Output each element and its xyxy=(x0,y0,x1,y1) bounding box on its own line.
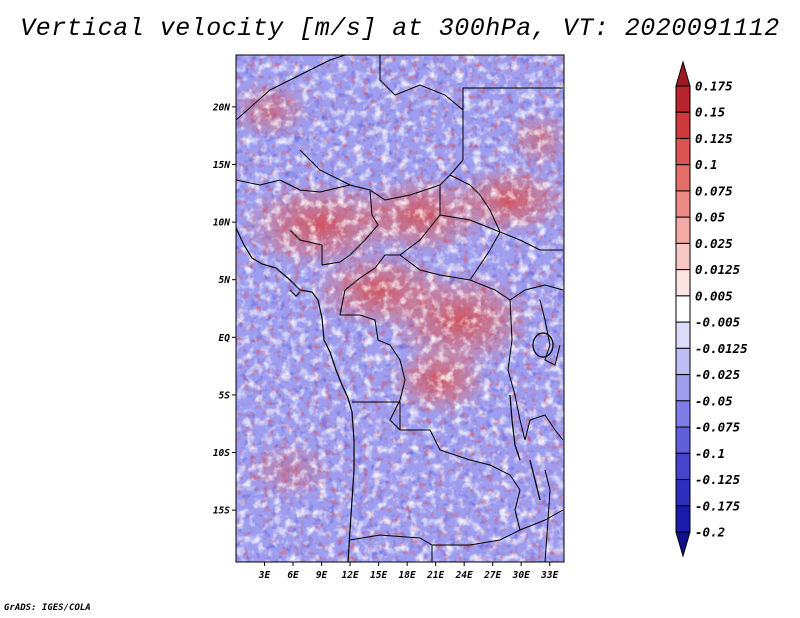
colorbar-label: -0.125 xyxy=(695,472,741,487)
colorbar-segment xyxy=(675,111,691,139)
colorbar-label: -0.05 xyxy=(695,393,733,408)
lat-tick-label: 5S xyxy=(219,390,231,401)
colorbar-segment xyxy=(675,295,691,323)
lakes xyxy=(289,289,554,501)
colorbar-label: 0.0125 xyxy=(695,262,741,277)
colorbar-label: 0.025 xyxy=(695,236,733,251)
country-borders xyxy=(236,55,564,562)
colorbar-label: -0.2 xyxy=(695,525,725,540)
colorbar-segment xyxy=(675,216,691,244)
colorbar-segment xyxy=(675,242,691,271)
lon-tick-label: 6E xyxy=(287,570,299,581)
colorbar-label: 0.1 xyxy=(695,157,718,172)
colorbar-label: 0.075 xyxy=(695,183,733,198)
colorbar-segment xyxy=(675,60,691,87)
lon-tick-label: 30E xyxy=(512,570,530,581)
lon-tick-label: 21E xyxy=(426,570,444,581)
border-sahara xyxy=(236,55,346,121)
colorbar-label: -0.1 xyxy=(695,446,725,461)
colorbar-label: -0.075 xyxy=(695,420,741,435)
colorbar-segment xyxy=(675,531,691,558)
colorbar-label: 0.05 xyxy=(695,210,726,225)
colorbar-segment xyxy=(675,347,691,376)
colorbar-label: -0.025 xyxy=(695,367,741,382)
lon-tick-label: 12E xyxy=(342,570,359,581)
grads-credit: GrADS: IGES/COLA xyxy=(4,603,91,613)
velocity-field xyxy=(236,55,564,562)
lat-tick-label: 20N xyxy=(212,102,230,113)
colorbar-segment xyxy=(675,400,691,428)
colorbar-segment xyxy=(675,452,691,481)
lon-tick-label: 9E xyxy=(316,570,328,581)
lon-tick-label: 3E xyxy=(258,570,271,581)
coastline-west-africa xyxy=(236,227,355,562)
lon-tick-label: 18E xyxy=(399,570,416,581)
lat-tick-label: 15S xyxy=(213,506,230,517)
lat-tick-label: 5N xyxy=(219,275,231,286)
colorbar-segment xyxy=(675,374,691,402)
colorbar-label: 0.005 xyxy=(695,288,733,303)
colorbar-segment xyxy=(675,269,691,297)
lon-tick-label: 33E xyxy=(540,570,558,581)
map-title: Vertical velocity [m/s] at 300hPa, VT: 2… xyxy=(20,14,780,43)
colorbar-segment xyxy=(675,505,691,533)
colorbar-segment xyxy=(675,164,691,192)
colorbar-label: -0.175 xyxy=(695,498,741,513)
colorbar-segment xyxy=(675,137,691,166)
colorbar-label: 0.125 xyxy=(695,131,733,146)
colorbar-label: -0.0125 xyxy=(695,341,748,356)
colorbar-segment xyxy=(675,321,691,349)
colorbar-segment xyxy=(675,479,691,507)
colorbar-label: 0.175 xyxy=(695,79,733,94)
colorbar-segment xyxy=(675,426,691,454)
colorbar: 0.175 0.15 0.125 0.1 0.075 0.05 0.025 0.0125 0.0… xyxy=(675,60,748,558)
lon-tick-label: 15E xyxy=(370,570,387,581)
longitude-axis: 3E 6E 9E 12E 15E 18E 21E 24E 27E 30E 33E xyxy=(258,562,559,581)
map-frame xyxy=(235,54,565,563)
lat-tick-label: 10N xyxy=(213,218,230,229)
latitude-axis: 20N 15N 10N 5N EQ 5S 10S 15S xyxy=(212,102,236,517)
colorbar-label: 0.15 xyxy=(695,105,726,120)
colorbar-segment xyxy=(675,85,691,113)
lat-tick-label: 15N xyxy=(213,160,230,171)
lon-tick-label: 24E xyxy=(455,570,473,581)
lat-tick-label: EQ xyxy=(219,333,231,344)
lat-tick-label: 10S xyxy=(213,448,230,459)
colorbar-segment xyxy=(675,190,691,218)
lon-tick-label: 27E xyxy=(483,570,501,581)
colorbar-label: -0.005 xyxy=(695,315,741,330)
